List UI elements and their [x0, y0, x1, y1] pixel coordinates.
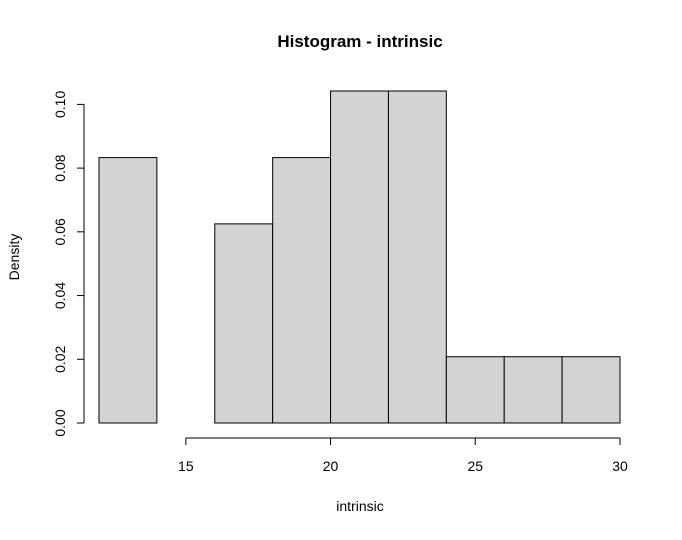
y-tick-label: 0.04 [52, 282, 68, 309]
histogram-bar [561, 356, 621, 424]
histogram-bar [330, 90, 389, 424]
x-tick-label: 30 [612, 458, 628, 474]
y-axis-label: Density [6, 234, 22, 281]
y-tick-label: 0.10 [52, 91, 68, 118]
y-tick-label: 0.06 [52, 218, 68, 245]
y-tick-label: 0.00 [52, 409, 68, 436]
x-tick-label: 15 [178, 458, 194, 474]
histogram-bar [214, 223, 274, 424]
bars-group [98, 90, 621, 424]
x-tick-label: 25 [467, 458, 483, 474]
x-axis: 15 20 25 30 [178, 437, 628, 474]
histogram-bar [445, 356, 505, 424]
histogram-bar [272, 157, 332, 424]
histogram-bar [503, 356, 563, 424]
chart-title: Histogram - intrinsic [277, 32, 442, 51]
y-axis: 0.00 0.02 0.04 0.06 0.08 0.10 [52, 91, 85, 437]
histogram-bar [98, 157, 158, 424]
x-axis-label: intrinsic [336, 498, 383, 514]
histogram-bar [387, 90, 447, 424]
y-tick-label: 0.08 [52, 154, 68, 181]
y-tick-label: 0.02 [52, 345, 68, 372]
x-tick-label: 20 [323, 458, 339, 474]
